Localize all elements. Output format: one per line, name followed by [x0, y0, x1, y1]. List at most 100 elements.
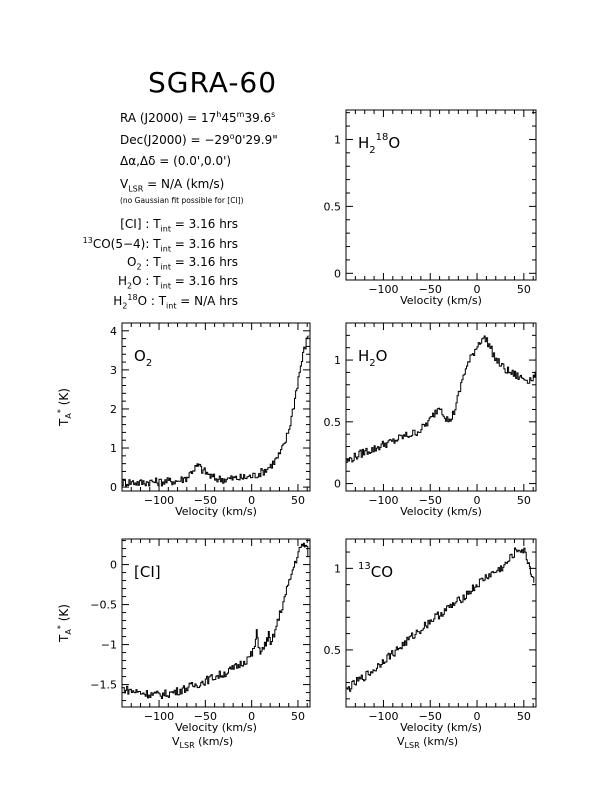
y-axis-label: TA* (K)	[56, 388, 73, 427]
plot-frame	[121, 322, 311, 492]
dec-deg: o	[229, 132, 235, 141]
tint-13co: 13CO(5−4): Tint = 3.16 hrs	[83, 236, 238, 253]
panel-label-sub: 2	[369, 145, 375, 156]
panel-label: O2	[134, 347, 152, 369]
y-tick-label: 1	[334, 354, 341, 367]
y-tick-label: 1	[110, 442, 117, 455]
spectrum-line-h2o	[346, 335, 536, 463]
x-axis-label-2-rest: (km/s)	[195, 735, 234, 748]
page-title: SGRA-60	[148, 66, 278, 99]
x-axis-label-2-sub: LSR	[180, 741, 196, 750]
panel-label-sup: 13	[358, 561, 371, 572]
y-tick-label: −1.5	[90, 679, 117, 692]
x-tick-label: −100	[144, 494, 174, 507]
y-axis-label-unit: (K)	[57, 604, 71, 625]
x-tick-label: 0	[248, 494, 255, 507]
panel-label-base: [CI]	[134, 563, 161, 581]
y-tick-label: 2	[110, 403, 117, 416]
tint-sub: int	[160, 224, 171, 234]
y-axis-label-text: TA* (K)	[56, 388, 73, 427]
ra-h: h	[216, 110, 222, 119]
x-tick-label: 0	[474, 710, 481, 723]
x-tick-label: 50	[517, 494, 531, 507]
panel-label: H218O	[358, 132, 400, 156]
tint-pre-sup: 13	[82, 236, 93, 245]
ra-mid: 45	[221, 111, 237, 125]
panel-label-sup: 18	[376, 132, 389, 143]
x-axis-label: Velocity (km/s)	[400, 721, 482, 734]
tint-name: CO(5−4): T	[92, 237, 161, 251]
panel-label-base: H	[358, 347, 369, 365]
tint-value: = 3.16 hrs	[170, 217, 238, 231]
y-axis-label: TA* (K)	[56, 604, 73, 643]
tint-ci: [CI] : Tint = 3.16 hrs	[120, 217, 238, 233]
tint-value: = N/A hrs	[176, 294, 238, 308]
vlsr-line: VLSR = N/A (km/s)	[120, 177, 224, 193]
tint-sub: int	[160, 262, 171, 272]
panel-label: [CI]	[134, 563, 161, 581]
y-tick-label: −0.5	[90, 599, 117, 612]
x-tick-label: −100	[368, 283, 398, 296]
x-tick-label: 50	[517, 283, 531, 296]
tint-name: [CI] : T	[120, 217, 161, 231]
x-axis-label-2-rest: (km/s)	[420, 735, 459, 748]
spectrum-line-ci	[122, 542, 309, 699]
offset-line: Δα,Δδ = (0.0',0.0')	[120, 154, 232, 168]
ra-s: s	[271, 110, 276, 119]
panel-label-sub: 2	[146, 358, 152, 369]
x-tick-label: −50	[194, 494, 217, 507]
tint-name-sub: 2	[122, 301, 128, 311]
x-tick-label: −100	[368, 494, 398, 507]
vlsr-rest: = N/A (km/s)	[143, 177, 225, 191]
panel-label: 13CO	[358, 561, 393, 581]
tint-name-sub: 2	[136, 262, 142, 272]
x-tick-label: −50	[419, 494, 442, 507]
dec-rest: 0'29.9"	[234, 133, 278, 147]
x-tick-label: −50	[194, 710, 217, 723]
y-tick-label: 1	[334, 562, 341, 575]
panel-13co: −100 −50 0 50 0.5 1 Velocity (km/s)VLSR (km/s)…	[324, 538, 537, 750]
x-axis-label: Velocity (km/s)	[175, 721, 257, 734]
y-tick-label: 4	[110, 325, 117, 338]
tint-value: = 3.16 hrs	[170, 255, 238, 269]
x-tick-label: 50	[517, 710, 531, 723]
y-axis-label-sup: *	[56, 409, 65, 413]
y-tick-label: 0	[110, 481, 117, 494]
panel-label-base: H	[358, 134, 369, 152]
tint-name2: O : T	[137, 294, 167, 308]
tint-name-sup: 18	[127, 293, 138, 302]
y-tick-label: 0.5	[324, 416, 342, 429]
x-axis-label: Velocity (km/s)	[400, 294, 482, 307]
panel-h2o: −100 −50 0 50 0 0.5 1 Velocity (km/s) H2O	[324, 322, 537, 518]
y-tick-label: 0	[110, 559, 117, 572]
x-tick-label: −100	[368, 710, 398, 723]
dec-line: Dec(J2000) = −29o0'29.9"	[120, 132, 278, 147]
ra-line: RA (J2000) = 17h45m39.6s	[120, 110, 275, 125]
x-tick-label: 0	[474, 283, 481, 296]
spectrum-line-13co	[346, 547, 535, 692]
tint-value: = 3.16 hrs	[170, 237, 238, 251]
vlsr-v: V	[120, 177, 129, 191]
spectrum-line-o2	[122, 335, 309, 487]
tint-name-sub: 2	[127, 281, 133, 291]
panel-label-tail: O	[388, 134, 400, 152]
tint-name: O	[126, 255, 137, 269]
y-tick-label: 0.5	[324, 644, 342, 657]
ra-m: m	[236, 110, 245, 119]
plot-frame	[345, 322, 537, 492]
tint-sub: int	[160, 281, 171, 291]
tint-name2: O : T	[132, 274, 161, 288]
panel-label-base: O	[134, 347, 146, 365]
y-tick-label: 0	[334, 267, 341, 280]
x-axis-label: Velocity (km/s)	[175, 505, 257, 518]
tint-value: = 3.16 hrs	[170, 274, 238, 288]
tint-sub: int	[166, 301, 177, 311]
y-tick-label: 0.5	[324, 200, 342, 213]
y-axis-label-text: TA* (K)	[56, 604, 73, 643]
x-tick-label: 0	[474, 494, 481, 507]
vlsr-sub: LSR	[128, 184, 144, 194]
y-axis-label-sub: A	[64, 629, 73, 635]
tint-o2: O2 : Tint = 3.16 hrs	[127, 255, 238, 271]
panel-label-tail: O	[376, 347, 388, 365]
panel-label: H2O	[358, 347, 387, 369]
